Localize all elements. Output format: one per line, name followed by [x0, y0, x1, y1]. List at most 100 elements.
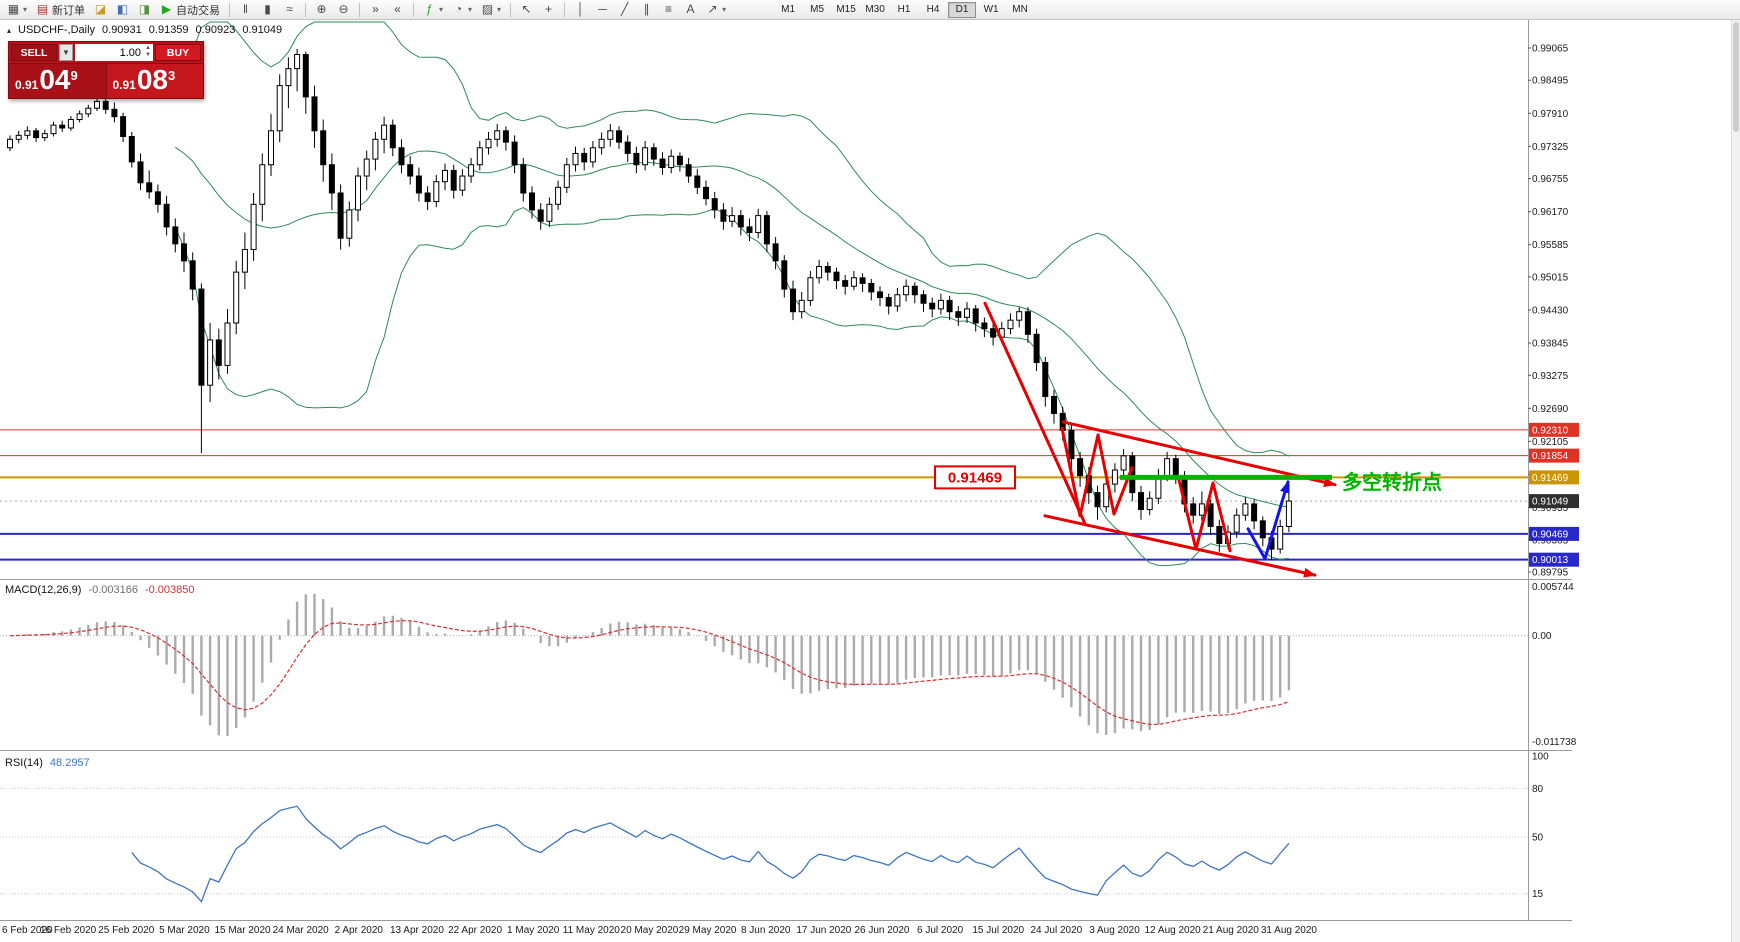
one-click-quotes: 0.91 04 9 0.91 08 3 [9, 63, 203, 98]
toolbar-separator [413, 2, 415, 17]
crosshair-button[interactable]: + [538, 1, 559, 18]
toolbar-separator [305, 2, 307, 17]
sell-price[interactable]: 0.91 04 9 [9, 64, 107, 98]
templates-button-icon: ▨ [481, 2, 494, 16]
channel-button[interactable]: ∥ [636, 1, 657, 18]
periods-button[interactable]: ◔ ▾ [448, 1, 476, 18]
buy-price[interactable]: 0.91 08 3 [106, 64, 203, 98]
line-chart-button-icon: ≈ [286, 2, 293, 16]
cursor-button-icon: ↖ [521, 2, 532, 16]
periods-button-icon: ◔ [454, 2, 463, 16]
one-click-toggle-icon[interactable]: ▴ [7, 25, 12, 35]
toolbar-separator [564, 2, 566, 17]
timeframe-mn-button[interactable]: MN [1012, 4, 1028, 15]
rsi-header: RSI(14) 48.2957 [5, 757, 90, 769]
zoom-in-button-icon: ⊕ [316, 2, 327, 16]
new-chart-button-caret-icon: ▾ [23, 5, 28, 14]
arrows-button-caret-icon: ▾ [722, 5, 727, 14]
channel-button-icon: ∥ [643, 2, 650, 16]
panel-separators [0, 20, 1572, 921]
zoom-in-button[interactable]: ⊕ [311, 1, 332, 18]
timeframe-m30-button[interactable]: M30 [865, 4, 885, 15]
svg-text:0.91049: 0.91049 [1532, 497, 1569, 508]
volume-stepper-icon[interactable]: ▲ ▼ [145, 45, 151, 58]
ohlc-high: 0.91359 [148, 24, 189, 36]
svg-text:0.90013: 0.90013 [1532, 555, 1569, 566]
sell-price-pips: 04 [39, 64, 71, 95]
periods-button-caret-icon: ▾ [468, 5, 473, 14]
text-button[interactable]: A [680, 1, 701, 18]
timeframe-m5-button[interactable]: M5 [810, 4, 825, 15]
cursor-button[interactable]: ↖ [516, 1, 537, 18]
bar-chart-button[interactable]: ‖ [235, 1, 256, 18]
chart-shift-button-icon: « [394, 2, 401, 16]
svg-text:0.91469: 0.91469 [1532, 473, 1569, 484]
fibonacci-button-icon: ≡ [665, 2, 673, 16]
new-order-button-icon: ▤ [36, 2, 49, 16]
svg-text:21 Aug 2020: 21 Aug 2020 [1203, 925, 1260, 936]
templates-button-caret-icon: ▾ [497, 5, 502, 14]
order-type-dropdown[interactable]: ▼ [59, 44, 73, 61]
vertical-scrollbar[interactable] [1731, 20, 1740, 942]
horizontal-line-button[interactable]: ─ [592, 1, 613, 18]
vertical-line-button[interactable]: │ [570, 1, 591, 18]
timeframe-d1-button[interactable]: D1 [948, 1, 977, 18]
toolbar-separator [510, 2, 512, 17]
macd-main-value: -0.003166 [88, 584, 138, 596]
svg-text:0.98495: 0.98495 [1532, 76, 1569, 87]
candlestick-chart-button[interactable]: ▮ [257, 1, 278, 18]
line-chart-button[interactable]: ≈ [279, 1, 300, 18]
macd-panel: 0.005744 0.00 -0.011738 [0, 582, 1577, 748]
timeframe-h4-button[interactable]: H4 [926, 4, 940, 15]
indicators-button[interactable]: ƒ ▾ [419, 1, 447, 18]
candlesticks [7, 48, 1292, 561]
timeframe-h1-button[interactable]: H1 [897, 4, 911, 15]
chart-shift-button[interactable]: « [387, 1, 408, 18]
timeframe-w1-button[interactable]: W1 [983, 4, 999, 15]
svg-text:24 Jul 2020: 24 Jul 2020 [1031, 925, 1083, 936]
sell-button[interactable]: SELL [11, 44, 57, 61]
templates-button[interactable]: ▨ ▾ [477, 1, 505, 18]
svg-text:15: 15 [1532, 889, 1544, 900]
auto-scroll-button[interactable]: » [365, 1, 386, 18]
timeframe-m15-button[interactable]: M15 [836, 4, 856, 15]
svg-text:13 Apr 2020: 13 Apr 2020 [390, 925, 444, 936]
svg-text:0.91469: 0.91469 [948, 469, 1002, 486]
chart-drawings: 0.91469 多空转折点 [934, 301, 1442, 578]
svg-text:0.92690: 0.92690 [1532, 404, 1569, 415]
svg-text:0.005744: 0.005744 [1532, 582, 1574, 593]
svg-text:0.97910: 0.97910 [1532, 109, 1569, 120]
profiles-icon[interactable]: ◧ [112, 1, 133, 18]
scrollbar-thumb[interactable] [1733, 22, 1739, 132]
chart-gallery-icon-icon: ◪ [94, 2, 107, 16]
rsi-title: RSI(14) [5, 757, 43, 769]
trendline-button[interactable]: ╱ [614, 1, 635, 18]
svg-text:0.00: 0.00 [1532, 631, 1552, 642]
svg-text:6 Jul 2020: 6 Jul 2020 [917, 925, 964, 936]
arrows-button[interactable]: ↗ ▾ [702, 1, 730, 18]
trendline-button-icon: ╱ [620, 2, 629, 16]
fibonacci-button[interactable]: ≡ [658, 1, 679, 18]
text-button-icon: A [686, 2, 695, 16]
svg-text:0.90935: 0.90935 [1532, 503, 1569, 514]
vertical-line-button-icon: │ [576, 2, 585, 16]
timeframe-m1-button[interactable]: M1 [781, 4, 796, 15]
one-click-trading-panel: SELL ▼ 1.00 ▲ ▼ BUY 0.91 04 9 0.91 08 3 [8, 41, 204, 99]
svg-text:0.91854: 0.91854 [1532, 451, 1569, 462]
svg-text:0.93275: 0.93275 [1532, 371, 1569, 382]
chart-gallery-icon[interactable]: ◪ [90, 1, 111, 18]
new-chart-button[interactable]: ▦ ▾ [3, 1, 31, 18]
volume-value[interactable]: 1.00 [119, 46, 141, 59]
buy-button[interactable]: BUY [155, 44, 201, 61]
new-order-button[interactable]: ▤ 新订单 [32, 1, 89, 18]
price-tags: 0.92310 0.91854 0.91469 0.90469 0.90013 0.910… [1529, 422, 1579, 567]
sell-price-point: 9 [70, 68, 78, 83]
data-window-icon[interactable]: ◨ [134, 1, 155, 18]
ohlc-low: 0.90923 [195, 24, 236, 36]
zoom-out-button[interactable]: ⊖ [333, 1, 354, 18]
autotrading-button[interactable]: ▶ 自动交易 [156, 1, 224, 18]
volume-field[interactable]: 1.00 ▲ ▼ [75, 44, 153, 61]
autotrading-button-icon: ▶ [161, 2, 172, 16]
